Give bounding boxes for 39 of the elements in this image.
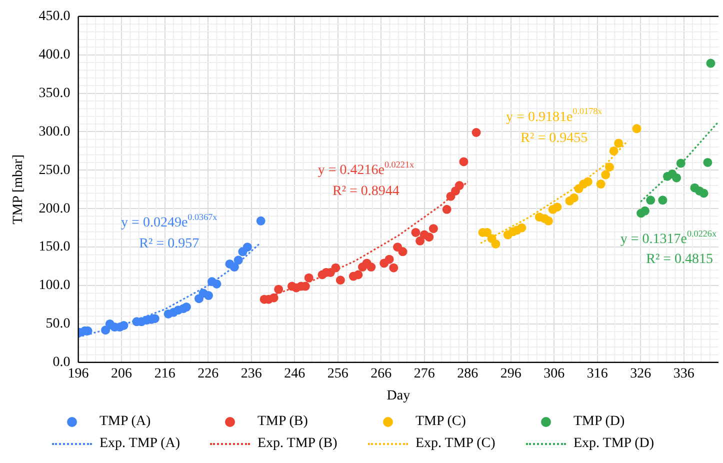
x-tick-label: 296 [500,366,522,382]
annotation: R² = 0.9455 [520,130,588,146]
x-tick-label: 246 [284,366,306,382]
y-tick-label: 0.0 [52,355,70,370]
y-tick-label: 300.0 [38,124,70,140]
legend-label: Exp. TMP (C) [416,436,496,452]
legend-label: TMP (C) [416,414,466,430]
x-tick-label: 276 [414,366,435,382]
y-tick-label: 400.0 [38,48,70,63]
x-tick-label: 316 [586,366,608,382]
legend-label: Exp. TMP (B) [258,436,338,452]
x-tick-label: 306 [544,366,565,382]
legend-label: TMP (B) [258,414,308,430]
y-tick-label: 50.0 [46,316,70,332]
y-tick-label: 150.0 [38,240,70,255]
y-axis-title: TMP [mbar] [11,154,26,224]
y-tick-label: 250.0 [38,162,70,178]
x-tick-label: 256 [327,366,348,382]
legend-label: TMP (A) [100,414,151,430]
x-axis-title: Day [386,388,410,404]
x-tick-label: 286 [457,366,478,382]
x-tick-label: 326 [630,366,652,382]
annotation: R² = 0.957 [139,236,200,252]
annotation: R² = 0.8944 [332,184,400,200]
x-tick-label: 236 [240,366,262,382]
x-tick-label: 336 [673,366,694,382]
annotation: R² = 0.4815 [646,252,714,268]
x-tick-label: 226 [198,366,219,382]
legend-label: Exp. TMP (D) [574,436,654,452]
y-tick-label: 350.0 [38,86,70,101]
y-tick-label: 100.0 [38,278,70,294]
y-tick-label: 200.0 [38,201,70,216]
legend-label: Exp. TMP (A) [100,436,180,452]
x-tick-label: 206 [111,366,132,382]
legend-label: TMP (D) [574,414,625,430]
x-tick-label: 196 [68,366,89,382]
x-tick-label: 216 [154,366,176,382]
y-tick-label: 450.0 [38,9,70,24]
x-tick-label: 266 [370,366,392,382]
